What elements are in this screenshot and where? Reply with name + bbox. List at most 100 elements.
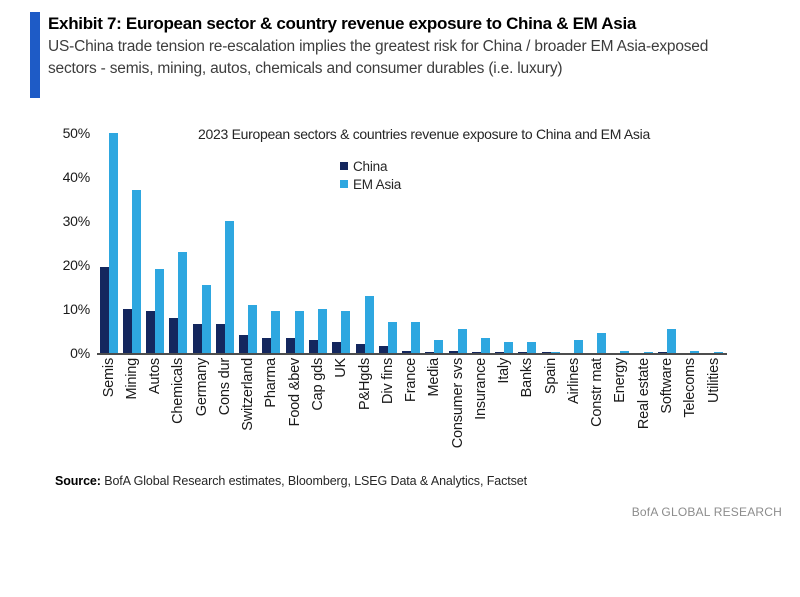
x-axis-label: Cons dur <box>216 358 233 416</box>
y-axis-tick-30: 30% <box>62 213 91 229</box>
x-axis-label-cell: P&Hgds <box>353 358 376 470</box>
legend-label: EM Asia <box>353 176 402 192</box>
x-axis-label-cell: Switzerland <box>237 358 260 470</box>
x-axis-label-cell: UK <box>330 358 353 470</box>
brand-footer: BofA GLOBAL RESEARCH <box>631 505 782 519</box>
x-axis-labels: Semis Mining Autos Chemicals Germany Cons dur… <box>97 358 725 470</box>
bar-em-asia <box>457 328 467 353</box>
chart-title: 2023 European sectors & countries revenu… <box>198 126 650 142</box>
bar-group-p-hgds <box>353 295 376 353</box>
bar-china <box>239 335 249 353</box>
bar-china <box>309 339 319 353</box>
chart-legend: China EM Asia <box>340 157 401 193</box>
bar-group-insurance <box>469 337 492 353</box>
bar-em-asia <box>713 351 723 353</box>
exhibit-subtitle-line1: US-China trade tension re-escalation imp… <box>48 38 709 55</box>
x-axis-label: Switzerland <box>240 358 257 431</box>
bar-china <box>541 352 551 353</box>
bar-china <box>495 352 505 353</box>
bar-china <box>169 317 179 353</box>
x-axis-label: Insurance <box>472 358 489 420</box>
bar-china <box>192 324 202 353</box>
legend-swatch-icon <box>340 180 348 188</box>
y-axis-tick-0: 0% <box>70 345 90 361</box>
x-axis-label-cell: Consumer svs <box>446 358 469 470</box>
x-axis-label-cell: Insurance <box>469 358 492 470</box>
bar-em-asia <box>597 333 607 353</box>
bar-group-spain <box>539 351 562 353</box>
bar-em-asia <box>620 350 630 353</box>
x-axis-label: Banks <box>519 358 536 398</box>
exhibit-subtitle-line2: sectors - semis, mining, autos, chemical… <box>48 60 563 77</box>
bar-em-asia <box>108 133 118 353</box>
x-axis-label: Spain <box>542 358 559 395</box>
source-line: Source: BofA Global Research estimates, … <box>55 474 527 488</box>
bar-group-constr-mat <box>586 333 609 353</box>
bar-em-asia <box>155 269 165 353</box>
bar-group-real-estate <box>632 352 655 353</box>
x-axis-label: Div fins <box>379 358 396 404</box>
bar-group-food-bev <box>283 311 306 353</box>
plot-area <box>97 133 725 353</box>
x-axis-line <box>97 353 727 355</box>
bar-group-media <box>423 339 446 353</box>
bar-group-airlines <box>562 339 585 353</box>
x-axis-label: Media <box>426 358 443 397</box>
bar-china <box>704 352 714 353</box>
source-text: BofA Global Research estimates, Bloomber… <box>100 474 527 488</box>
x-axis-label: Chemicals <box>170 358 187 424</box>
bar-em-asia <box>387 322 397 353</box>
bar-em-asia <box>201 284 211 353</box>
x-axis-label: Software <box>659 358 675 414</box>
bar-em-asia <box>667 328 676 353</box>
x-axis-label: Real estate <box>635 358 652 430</box>
y-axis-tick-50: 50% <box>62 125 91 141</box>
x-axis-label-cell: Div fins <box>376 358 399 470</box>
bar-em-asia <box>178 251 188 353</box>
exhibit-title: Exhibit 7: European sector & country rev… <box>48 14 637 33</box>
y-axis-tick-20: 20% <box>62 257 91 273</box>
x-axis-label-cell: Food &bev <box>283 358 306 470</box>
bar-em-asia <box>318 309 328 353</box>
x-axis-label-cell: Constr mat <box>586 358 609 470</box>
bar-em-asia <box>690 350 700 353</box>
bar-group-software <box>655 328 678 353</box>
bar-china <box>146 311 156 353</box>
bar-em-asia <box>364 295 374 353</box>
bar-china <box>471 352 481 353</box>
bar-em-asia <box>504 342 514 353</box>
bar-group-semis <box>97 133 120 353</box>
bar-group-uk <box>330 311 353 353</box>
bar-group-mining <box>120 190 143 353</box>
bar-em-asia <box>527 342 537 353</box>
bar-group-utilities <box>702 351 725 353</box>
x-axis-label-cell: Chemicals <box>167 358 190 470</box>
bar-china <box>332 342 342 353</box>
bar-group-cap-gds <box>306 309 329 353</box>
bar-em-asia <box>294 311 304 353</box>
x-axis-label-cell: Media <box>423 358 446 470</box>
bar-china <box>122 309 132 353</box>
x-axis-label: Autos <box>147 358 164 395</box>
x-axis-label-cell: Energy <box>609 358 632 470</box>
bar-china <box>378 346 388 353</box>
x-axis-label: P&Hgds <box>356 358 373 410</box>
bar-group-telecoms <box>679 350 702 353</box>
bar-china <box>215 324 225 353</box>
x-axis-label-cell: Semis <box>97 358 120 470</box>
bar-em-asia <box>434 339 444 353</box>
bar-group-pharma <box>260 311 283 353</box>
x-axis-label-cell: Utilities <box>702 358 725 470</box>
bar-china <box>681 352 691 353</box>
x-axis-label: Utilities <box>705 358 722 403</box>
bar-china <box>262 337 272 353</box>
bar-group-div-fins <box>376 322 399 353</box>
x-axis-label: Semis <box>100 358 117 398</box>
bar-em-asia <box>411 322 421 353</box>
bar-group-consumer-svs <box>446 328 469 353</box>
bar-em-asia <box>573 339 583 353</box>
bar-china <box>611 352 621 353</box>
x-axis-label: France <box>403 358 420 402</box>
